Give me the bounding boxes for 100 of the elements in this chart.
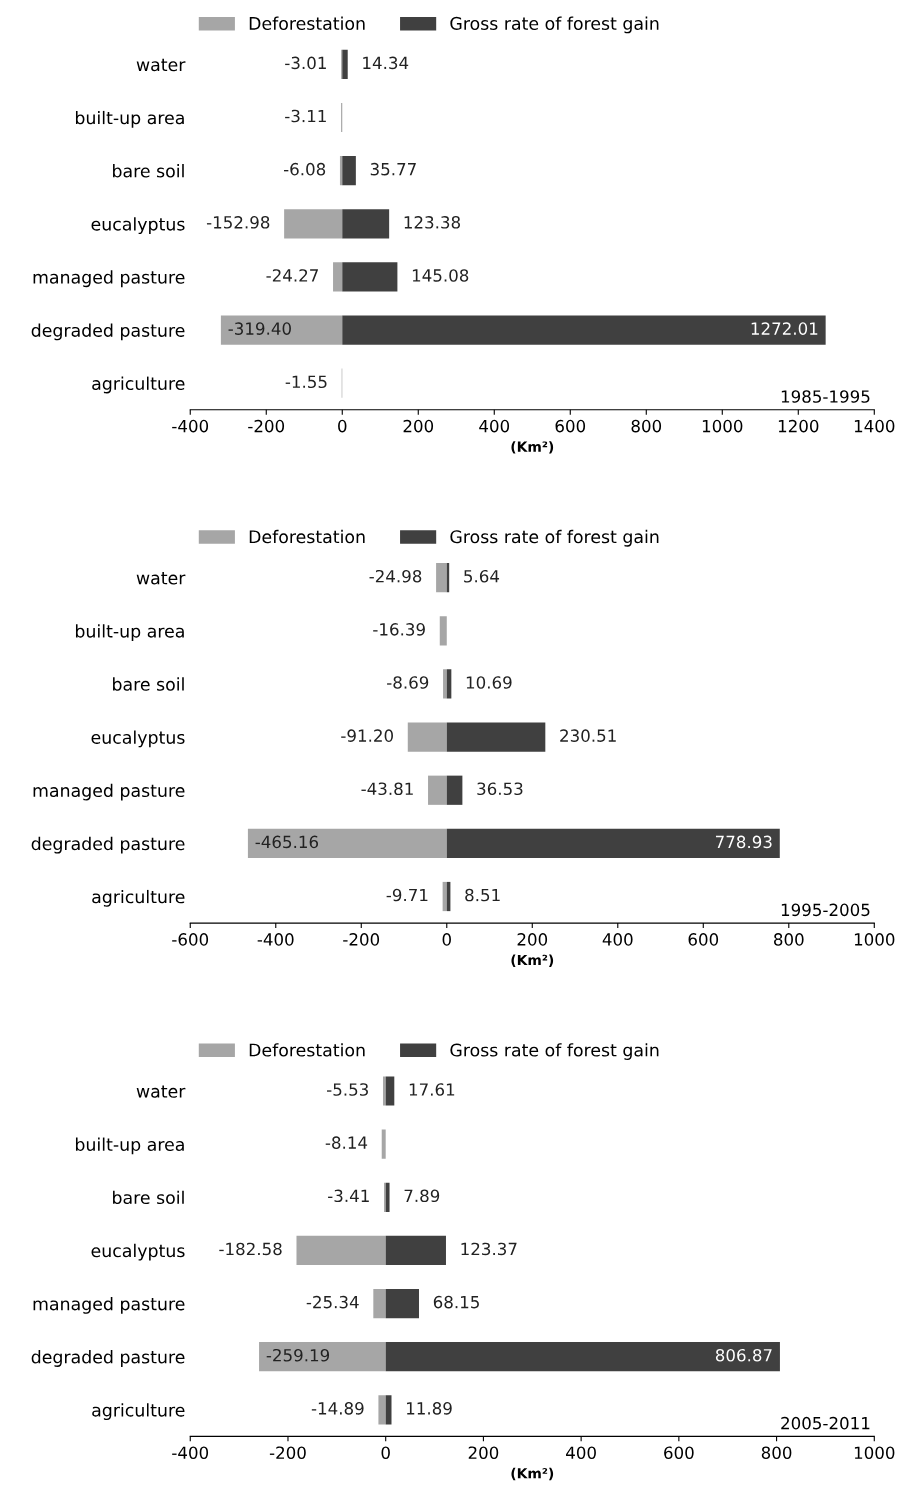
bar (247, 828, 447, 858)
data-label: -3.11 (285, 109, 326, 123)
x-axis-title: (Km²) (511, 954, 554, 967)
bar (436, 563, 447, 593)
bar (342, 315, 826, 345)
y-tick-label: managed pasture (33, 270, 185, 288)
x-tick-label: -200 (248, 419, 285, 433)
x-tick-label: 0 (338, 419, 347, 433)
legend-label: Deforestation (249, 1043, 365, 1057)
bar (296, 1235, 386, 1266)
y-tick-label: degraded pasture (31, 836, 185, 854)
x-tick-label: 800 (774, 933, 804, 946)
bar (381, 1129, 386, 1159)
data-label: -319.40 (228, 322, 291, 335)
legend-label: Gross rate of forest gain (450, 529, 659, 547)
data-label: -24.98 (369, 569, 422, 583)
annotation: 1985-1995 (781, 390, 870, 403)
bar (342, 209, 390, 239)
data-label: 35.77 (370, 162, 416, 176)
legend-label: Deforestation (249, 16, 365, 30)
data-label: 36.53 (477, 782, 523, 796)
bar (385, 1395, 392, 1425)
x-tick-label: 1000 (854, 933, 895, 946)
bar (385, 1076, 395, 1106)
y-tick-label: bare soil (113, 1190, 184, 1205)
x-tick-label: 0 (442, 933, 451, 946)
data-label: -5.53 (327, 1083, 368, 1096)
y-tick-label: managed pasture (33, 1296, 185, 1314)
data-label: -9.71 (386, 888, 428, 902)
y-tick-label: water (136, 58, 186, 72)
x-axis-title: (Km²) (511, 441, 554, 454)
bar (446, 775, 463, 805)
data-label: -16.39 (373, 623, 425, 636)
bar (342, 262, 398, 292)
y-tick-label: agriculture (92, 1403, 185, 1421)
annotation: 2005-2011 (781, 1416, 870, 1430)
y-tick-label: built-up area (75, 624, 184, 642)
bar (443, 669, 447, 699)
x-tick-label: 1400 (854, 419, 895, 433)
x-tick-label: 0 (381, 1446, 390, 1460)
bar (446, 828, 780, 858)
x-tick-label: 200 (403, 419, 434, 433)
bar (439, 616, 447, 646)
legend-label: Gross rate of forest gain (450, 16, 659, 34)
x-tick-label: -600 (172, 933, 209, 946)
x-tick-label: 600 (664, 1446, 694, 1460)
y-tick-label: bare soil (113, 164, 184, 178)
data-label: 11.89 (407, 1402, 452, 1415)
x-tick-label: 800 (631, 419, 662, 433)
bar (385, 1288, 419, 1319)
data-label: -3.01 (285, 56, 326, 70)
data-label: -259.19 (266, 1348, 330, 1362)
y-tick-label: eucalyptus (91, 1243, 185, 1261)
y-tick-label: water (136, 1085, 186, 1098)
bar (333, 262, 343, 292)
y-tick-label: water (136, 572, 186, 585)
data-label: 14.34 (363, 56, 409, 70)
y-tick-label: managed pasture (33, 783, 185, 801)
x-tick-label: -200 (269, 1446, 306, 1460)
data-label: 778.93 (715, 835, 772, 849)
y-tick-label: degraded pasture (31, 323, 185, 341)
data-label: -3.41 (328, 1189, 369, 1203)
y-tick-label: built-up area (75, 1137, 184, 1155)
x-tick-label: 800 (761, 1446, 792, 1460)
x-tick-label: -200 (343, 933, 380, 946)
data-label: 17.61 (409, 1083, 455, 1096)
x-tick-label: 200 (468, 1446, 499, 1460)
bar (342, 156, 356, 186)
y-tick-label: agriculture (92, 376, 185, 394)
y-tick-label: built-up area (75, 110, 184, 128)
x-tick-label: 1200 (778, 419, 819, 433)
y-tick-label: agriculture (92, 889, 185, 907)
data-label: -43.81 (361, 782, 413, 796)
data-label: 123.37 (461, 1242, 517, 1256)
y-tick-label: degraded pasture (31, 1350, 185, 1367)
data-label: -8.69 (387, 676, 429, 689)
x-axis-title: (Km²) (511, 1467, 554, 1481)
data-label: 1272.01 (751, 322, 818, 335)
data-label: 8.51 (465, 888, 500, 902)
data-label: -1.55 (285, 375, 327, 389)
data-label: 68.15 (433, 1295, 479, 1309)
bar (385, 1235, 446, 1266)
x-tick-label: -400 (257, 933, 294, 946)
data-label: 5.64 (464, 569, 500, 583)
bar (378, 1395, 386, 1425)
data-label: -465.16 (255, 835, 319, 849)
data-label: -25.34 (306, 1295, 359, 1309)
x-tick-label: -400 (172, 419, 209, 433)
bar (385, 1182, 390, 1212)
data-label: 806.87 (715, 1348, 772, 1362)
data-label: 7.89 (404, 1189, 440, 1203)
y-tick-label: bare soil (113, 677, 184, 691)
bar (373, 1288, 386, 1319)
data-label: -152.98 (206, 216, 270, 229)
bar (446, 669, 452, 699)
data-label: -91.20 (341, 729, 393, 742)
bar (385, 1342, 780, 1372)
data-label: -182.58 (219, 1242, 282, 1256)
x-tick-label: 1000 (702, 419, 743, 433)
data-label: 145.08 (412, 269, 469, 282)
